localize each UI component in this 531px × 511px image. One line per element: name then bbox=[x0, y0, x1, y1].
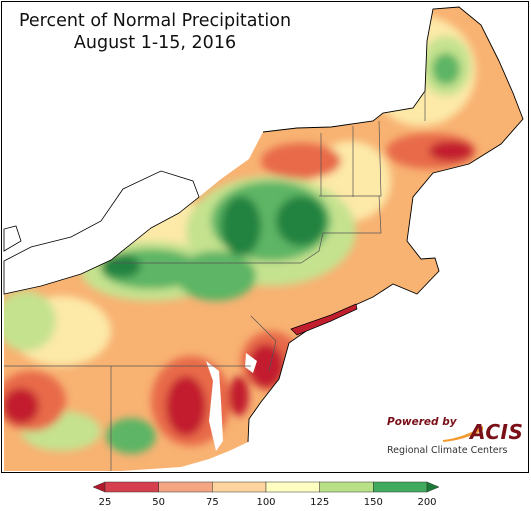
legend-bin bbox=[265, 481, 320, 493]
acis-logo: Powered by ACIS Regional Climate Centers bbox=[383, 412, 523, 460]
legend-tick-label: 150 bbox=[363, 497, 383, 508]
legend-bar bbox=[92, 481, 440, 493]
logo-subtitle: Regional Climate Centers bbox=[387, 445, 508, 456]
logo-acis-text: ACIS bbox=[470, 420, 524, 444]
title-line-2: August 1-15, 2016 bbox=[73, 33, 237, 53]
delaware-bay bbox=[245, 353, 257, 373]
long-island bbox=[290, 303, 358, 336]
legend-tick-label: 100 bbox=[256, 497, 276, 508]
legend-bin bbox=[319, 481, 374, 493]
lake-erie bbox=[3, 170, 200, 295]
logo-powered-by: Powered by bbox=[387, 416, 457, 428]
color-legend: 25 50 75 100 125 150 200 bbox=[91, 480, 441, 510]
legend-bin bbox=[104, 481, 159, 493]
legend-tick-label: 75 bbox=[205, 497, 219, 508]
logo-swoosh-icon bbox=[443, 426, 483, 442]
legend-tick-label: 200 bbox=[417, 497, 437, 508]
legend-bin-high-arrow bbox=[426, 481, 440, 493]
precipitation-map bbox=[3, 6, 524, 471]
legend-bin-low-arrow bbox=[92, 481, 106, 493]
legend-tick-label: 50 bbox=[152, 497, 166, 508]
legend-bin bbox=[158, 481, 213, 493]
legend-bin bbox=[212, 481, 267, 493]
lake-huron bbox=[3, 225, 22, 252]
map-title: Percent of Normal Precipitation August 1… bbox=[0, 10, 310, 54]
legend-tick-label: 25 bbox=[98, 497, 112, 508]
title-line-1: Percent of Normal Precipitation bbox=[18, 11, 292, 31]
chesapeake-bay bbox=[206, 361, 223, 451]
legend-tick-label: 125 bbox=[310, 497, 330, 508]
state-borders bbox=[4, 91, 426, 471]
legend-bin bbox=[373, 481, 428, 493]
